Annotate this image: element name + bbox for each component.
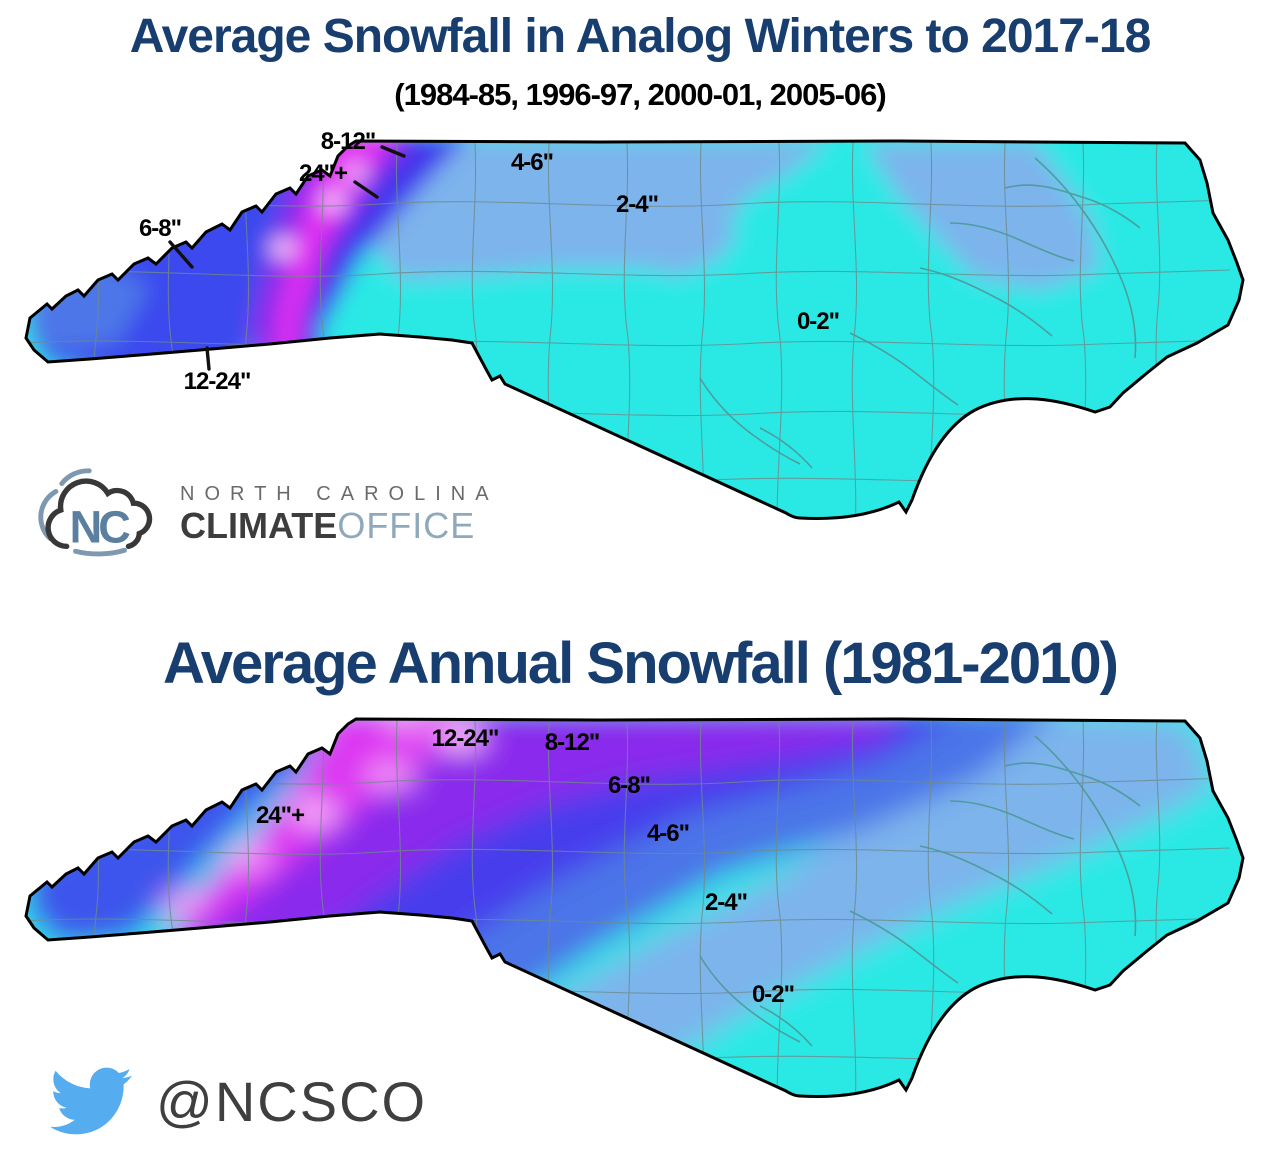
snow-label-12-24: 12-24" [431, 725, 500, 752]
snow-label-6-8: 6-8" [607, 772, 651, 799]
snow-label-4-6: 4-6" [510, 149, 554, 176]
snow-label-0-2: 0-2" [796, 308, 840, 335]
snow-label-8-12: 8-12" [320, 128, 376, 155]
logo-climate-word: CLIMATE [180, 504, 338, 546]
cloud-nc-icon: NC [38, 468, 153, 557]
snow-label-2-4: 2-4" [704, 889, 748, 916]
logo-org-name: NORTH CAROLINA [180, 482, 499, 505]
top-map-subtitle: (1984-85, 1996-97, 2000-01, 2005-06) [394, 77, 886, 112]
annual-snowfall-map [24, 717, 1245, 1098]
top-map-title: Average Snowfall in Analog Winters to 20… [129, 10, 1152, 63]
analog-winters-snowfall-map [24, 139, 1245, 520]
label-leader-lines [168, 145, 406, 371]
snow-label-24plus: 24"+ [255, 802, 305, 829]
snow-label-24plus: 24"+ [298, 160, 348, 187]
logo-office-word: OFFICE [337, 504, 476, 546]
snow-label-2-4: 2-4" [615, 191, 659, 218]
bottom-map-title: Average Annual Snowfall (1981-2010) [163, 631, 1119, 696]
twitter-handle: @NCSCO [156, 1069, 428, 1133]
twitter-bird-icon [50, 1067, 132, 1135]
logo-text: NORTH CAROLINA CLIMATEOFFICE [180, 483, 499, 544]
twitter-attribution: @NCSCO [42, 1060, 427, 1142]
snow-label-6-8: 6-8" [138, 215, 182, 242]
snow-label-8-12: 8-12" [544, 729, 600, 756]
nc-monogram: NC [70, 501, 131, 552]
snow-label-4-6: 4-6" [646, 820, 690, 847]
snow-label-12-24: 12-24" [183, 368, 252, 395]
nc-climate-office-logo: NC NORTH CAROLINA CLIMATEOFFICE [36, 462, 499, 564]
snow-label-0-2: 0-2" [751, 981, 795, 1008]
